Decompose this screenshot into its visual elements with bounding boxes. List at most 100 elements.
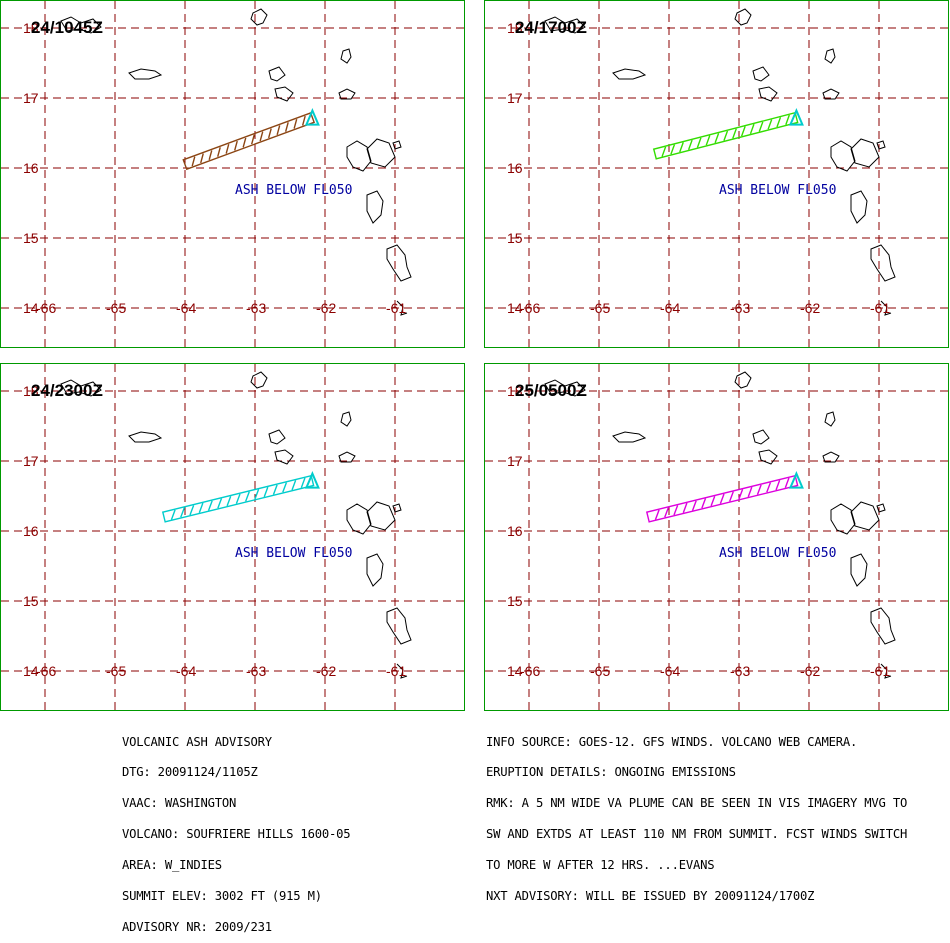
lat-label: 18 xyxy=(507,20,523,36)
island-coast xyxy=(338,451,356,463)
plume-hatch xyxy=(282,482,288,493)
island-coast xyxy=(870,607,896,645)
lon-label: -64 xyxy=(660,300,680,316)
ash-label-1: ASH BELOW FL050 xyxy=(235,183,353,198)
lon-label: -66 xyxy=(520,663,540,679)
lat-label: 15 xyxy=(23,593,39,609)
plume-hatch xyxy=(767,119,773,130)
plume-hatch xyxy=(191,156,196,167)
plume-hatch xyxy=(687,139,693,150)
plume-hatch xyxy=(749,123,755,135)
plume-hatch xyxy=(245,491,250,502)
plume-hatch xyxy=(664,507,670,518)
plume-hatch xyxy=(784,477,790,488)
lon-label: -62 xyxy=(316,300,336,316)
island-coast xyxy=(250,371,268,389)
ash-label-2: ASH BELOW FL050 xyxy=(719,183,837,198)
plume-hatch xyxy=(723,130,729,141)
plume-hatch xyxy=(670,144,676,155)
map-1: 18 17 16 15 14-66 -65 -64 -63 -62 -61 xyxy=(1,1,464,347)
plume-hatch xyxy=(719,493,725,504)
plume-hatch xyxy=(785,114,790,125)
advisory-left-text: VOLCANIC ASH ADVISORY DTG: 20091124/1105… xyxy=(122,716,351,943)
plume-outline xyxy=(182,112,316,171)
volcano-marker-icon xyxy=(304,471,320,489)
island-coast xyxy=(392,140,402,150)
plume-hatch xyxy=(170,509,176,520)
plume-hatch xyxy=(200,153,204,164)
plume-hatch xyxy=(272,484,278,495)
plume-hatch xyxy=(217,498,223,509)
island-coast xyxy=(386,607,412,645)
island-coast xyxy=(850,553,868,587)
lat-label: 15 xyxy=(507,230,523,246)
map-2: 18 17 16 15 14-66 -65 -64 -63 -62 -61 xyxy=(485,1,948,347)
plume-hatch xyxy=(738,489,744,500)
plume-hatch xyxy=(189,505,195,516)
island-coast xyxy=(876,140,886,150)
lon-label: -64 xyxy=(660,663,680,679)
island-coast xyxy=(274,449,294,465)
plume-hatch xyxy=(225,143,230,154)
lat-label: 16 xyxy=(23,160,39,176)
lat-label: 17 xyxy=(23,90,39,106)
ash-plume xyxy=(645,471,804,523)
lon-label: -62 xyxy=(800,300,820,316)
lat-label: 14 xyxy=(507,300,523,316)
lon-label: -66 xyxy=(36,300,56,316)
volcano-marker-icon xyxy=(304,108,320,126)
plume-hatch xyxy=(259,131,264,142)
island-coast xyxy=(824,411,836,427)
gridlines xyxy=(1,1,464,347)
plume-hatch xyxy=(284,122,289,132)
island-coast xyxy=(338,88,356,100)
ash-plume xyxy=(161,471,320,523)
advisory-right-text: INFO SOURCE: GOES-12. GFS WINDS. VOLCANO… xyxy=(486,716,907,912)
lat-label: 17 xyxy=(23,453,39,469)
lon-label: -66 xyxy=(36,663,56,679)
island-coast xyxy=(366,553,384,587)
advisory-volcano: VOLCANO: SOUFRIERE HILLS 1600-05 xyxy=(122,827,351,842)
lat-label: 18 xyxy=(507,383,523,399)
lon-label: -63 xyxy=(246,300,266,316)
plume-hatch xyxy=(276,125,281,135)
map-panel-2: 18 17 16 15 14 -66 -65 -64 -63 -62 -61 24/1700Z AS… xyxy=(484,0,949,348)
plume-hatch xyxy=(291,480,297,491)
plume-hatch xyxy=(747,486,753,498)
plume-hatch xyxy=(263,486,269,498)
lat-label: 16 xyxy=(507,160,523,176)
island-coast xyxy=(386,244,412,282)
island-coast xyxy=(346,138,396,172)
island-coast xyxy=(60,16,102,34)
plume-hatch xyxy=(250,134,255,145)
island-coast xyxy=(340,48,352,64)
lon-label: -63 xyxy=(246,663,266,679)
lon-label: -63 xyxy=(730,663,750,679)
map-4: 18 17 16 15 14-66 -65 -64 -63 -62 -61 xyxy=(485,364,948,710)
lat-label: 15 xyxy=(507,593,523,609)
lat-label: 17 xyxy=(507,90,523,106)
plume-hatch xyxy=(701,498,707,509)
lon-label: -61 xyxy=(870,300,890,316)
map-3: 18 17 16 15 14-66 -65 -64 -63 -62 -61 xyxy=(1,364,464,710)
gridlines xyxy=(1,364,464,710)
plume-hatch xyxy=(758,121,764,132)
plume-hatch xyxy=(766,482,772,493)
island-coast xyxy=(880,663,892,679)
advisory-elev: SUMMIT ELEV: 3002 FT (915 M) xyxy=(122,889,322,904)
ash-plume xyxy=(182,108,320,171)
advisory-area: AREA: W_INDIES xyxy=(122,858,222,873)
plume-hatch xyxy=(235,493,241,504)
island-coast xyxy=(366,190,384,224)
lon-label: -62 xyxy=(316,663,336,679)
lon-label: -63 xyxy=(730,300,750,316)
gridlines xyxy=(485,364,948,710)
plume-hatch xyxy=(207,500,213,511)
island-coast xyxy=(612,68,647,80)
lon-label: -65 xyxy=(106,300,126,316)
plume-hatch xyxy=(756,484,762,495)
island-coast xyxy=(612,431,647,443)
island-coast xyxy=(346,501,396,535)
advisory-dtg: DTG: 20091124/1105Z xyxy=(122,765,258,780)
plume-hatch xyxy=(696,137,702,148)
